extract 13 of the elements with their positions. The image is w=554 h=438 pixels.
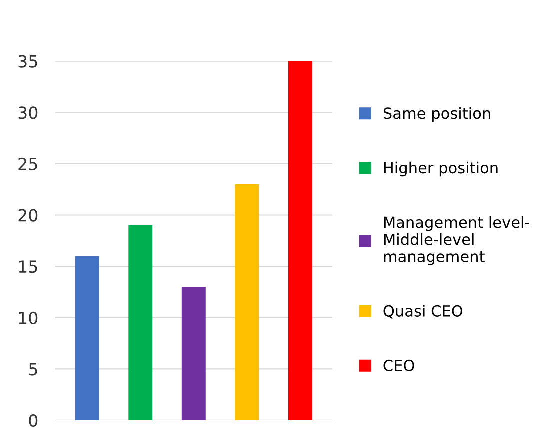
- y-tick-label: 0: [29, 414, 38, 428]
- y-tick-label: 35: [18, 55, 38, 68]
- legend-label: Same position: [384, 107, 490, 122]
- y-tick-label: 5: [29, 363, 38, 376]
- y-tick-label: 20: [18, 209, 38, 222]
- legend-label: Higher position: [384, 162, 498, 177]
- legend-label: Management level- Middle-level management: [384, 216, 530, 266]
- legend-label: Quasi CEO: [384, 305, 463, 319]
- y-tick-label: 30: [18, 106, 38, 120]
- y-tick-label: 15: [19, 260, 38, 274]
- legend-label: CEO: [384, 360, 414, 372]
- y-tick-label: 10: [19, 312, 38, 324]
- y-tick-label: 25: [18, 158, 38, 171]
